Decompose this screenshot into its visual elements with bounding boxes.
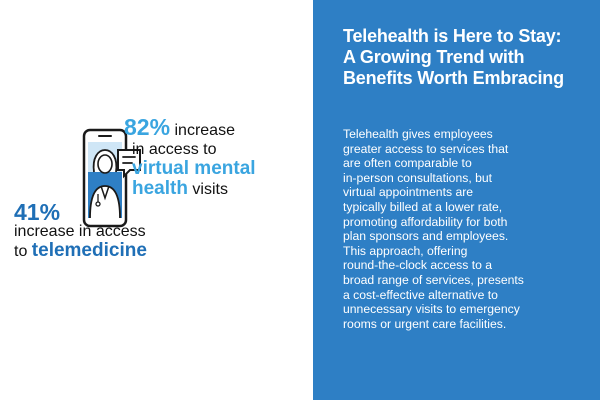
panel-body-line: a cost-effective alternative to [343, 287, 498, 302]
stat-41-line3: to telemedicine [14, 241, 147, 261]
panel-body-line: virtual appointments are [343, 185, 474, 200]
panel-body-line: in-person consultations, but [343, 170, 493, 185]
stat-41-line2: increase in access [14, 223, 146, 240]
info-panel: Telehealth is Here to Stay: A Growing Tr… [313, 0, 600, 400]
panel-title: Telehealth is Here to Stay: A Growing Tr… [343, 26, 593, 89]
panel-body-line: plan sponsors and employees. [343, 229, 509, 244]
panel-title-line1: Telehealth is Here to Stay: [343, 26, 562, 46]
panel-title-line3: Benefits Worth Embracing [343, 68, 564, 88]
panel-body-line: Telehealth gives employees [343, 127, 493, 141]
stat-41-value: 41% [14, 199, 61, 225]
stat-82-value: 82% [124, 114, 171, 140]
stat-41-prefix: to [14, 243, 32, 260]
phone-doctor-chat-icon [82, 128, 141, 228]
panel-title-line2: A Growing Trend with [343, 47, 525, 67]
stat-82-line2: in access to [132, 141, 217, 158]
stat-82-line1: 82% increase [124, 116, 256, 140]
panel-body-line: are often comparable to [343, 156, 472, 171]
panel-body-line: promoting affordability for both [343, 214, 508, 229]
panel-body: Telehealth gives employees greater acces… [343, 127, 583, 331]
panel-body-line: round-the-clock access to a [343, 258, 493, 273]
stat-41-highlight: telemedicine [31, 240, 147, 261]
panel-body-line: broad range of services, presents [343, 272, 524, 287]
stat-82-line3: virtual mental [132, 159, 256, 179]
stat-82-percent: 82% increase in access to virtual mental… [124, 116, 256, 199]
stat-82-line4-text: visits [187, 181, 228, 198]
stat-82-line4: health visits [132, 179, 256, 199]
stat-82-highlight-b: health [132, 178, 188, 199]
panel-body-line: This approach, offering [343, 243, 468, 258]
stat-82-line1-text: increase [170, 122, 235, 139]
panel-body-line: typically billed at a lower rate, [343, 199, 503, 214]
panel-body-line: rooms or urgent care facilities. [343, 316, 507, 331]
infographic-panel: 82% increase in access to virtual mental… [14, 115, 256, 261]
panel-body-line: greater access to services that [343, 141, 509, 156]
stat-82-highlight-a: virtual mental [132, 158, 256, 179]
stat-41-percent: 41% increase in access to telemedicine [14, 199, 147, 261]
panel-body-line: unnecessary visits to emergency [343, 302, 520, 317]
